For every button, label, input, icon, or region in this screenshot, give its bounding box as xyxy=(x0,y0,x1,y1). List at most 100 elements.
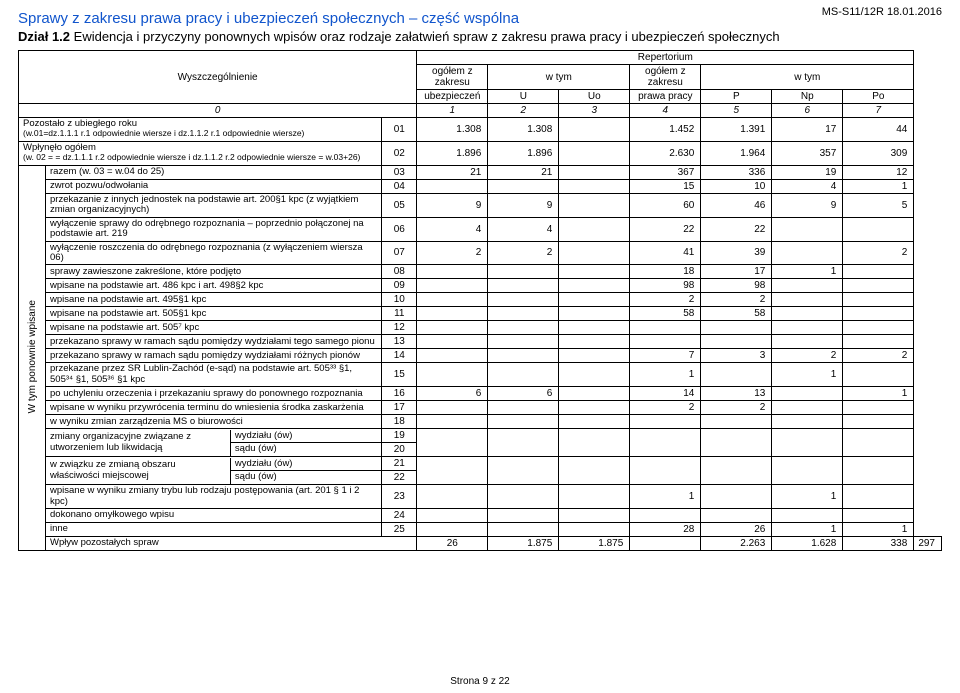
row-num: 19 xyxy=(382,429,416,443)
cell xyxy=(701,363,772,387)
cell xyxy=(701,485,772,509)
row-sublabel: wydziału (ów) xyxy=(230,430,381,443)
cell xyxy=(559,387,630,401)
cell: 2 xyxy=(843,349,914,363)
cell xyxy=(772,279,843,293)
row-num: 20 xyxy=(382,443,416,457)
cell xyxy=(843,307,914,321)
cell xyxy=(488,349,559,363)
cell: 1 xyxy=(843,179,914,193)
cell xyxy=(559,307,630,321)
cell xyxy=(488,363,559,387)
colnum-3: 3 xyxy=(559,104,630,118)
cell: 21 xyxy=(488,165,559,179)
cell: 41 xyxy=(630,241,701,265)
row-num: 17 xyxy=(382,401,417,415)
cell: 18 xyxy=(630,265,701,279)
table-row: po uchyleniu orzeczenia i przekazaniu sp… xyxy=(19,387,942,401)
cell xyxy=(772,401,843,415)
cell xyxy=(488,293,559,307)
cell: 12 xyxy=(843,165,914,179)
cell: 2 xyxy=(772,349,843,363)
table-row: W tym ponownie wpisane razem (w. 03 = w.… xyxy=(19,165,942,179)
cell: 5 xyxy=(843,193,914,217)
row-num: 14 xyxy=(382,349,417,363)
cell: 58 xyxy=(701,307,772,321)
cell xyxy=(488,307,559,321)
hdr-u: U xyxy=(488,90,559,104)
cell xyxy=(488,485,559,509)
cell xyxy=(772,387,843,401)
cell xyxy=(417,307,488,321)
row-num: 06 xyxy=(382,217,417,241)
row-sublabel: wydziału (ów) xyxy=(230,458,381,471)
row-num: 05 xyxy=(382,193,417,217)
cell xyxy=(772,217,843,241)
cell: 28 xyxy=(630,523,701,537)
cell xyxy=(559,241,630,265)
cell xyxy=(843,401,914,415)
cell xyxy=(843,321,914,335)
cell: 10 xyxy=(701,179,772,193)
cell xyxy=(559,265,630,279)
cell xyxy=(559,363,630,387)
cell: 367 xyxy=(630,165,701,179)
cell xyxy=(417,179,488,193)
cell xyxy=(417,509,488,523)
cell xyxy=(630,509,701,523)
row-sublabel: sądu (ów) xyxy=(230,471,381,484)
cell: 6 xyxy=(488,387,559,401)
cell: 7 xyxy=(630,349,701,363)
cell: 2 xyxy=(701,293,772,307)
cell xyxy=(417,523,488,537)
table-row: wpisane w wyniku zmiany trybu lub rodzaj… xyxy=(19,485,942,509)
doc-ref: MS-S11/12R 18.01.2016 xyxy=(822,6,942,18)
cell: 19 xyxy=(772,165,843,179)
row-num: 24 xyxy=(382,509,417,523)
row-label: Pozostało z ubiegłego roku xyxy=(23,118,137,129)
table-row: wpisane na podstawie art. 486 kpc i art.… xyxy=(19,279,942,293)
row-num: 11 xyxy=(382,307,417,321)
cell xyxy=(559,523,630,537)
row-label: wpisane na podstawie art. 505⁷ kpc xyxy=(46,321,382,335)
hdr-wtym1: w tym xyxy=(488,65,630,90)
table-row: przekazano sprawy w ramach sądu pomiędzy… xyxy=(19,335,942,349)
cell xyxy=(701,335,772,349)
row-label: wyłączenie sprawy do odrębnego rozpoznan… xyxy=(46,217,382,241)
row-label: wpisane na podstawie art. 495§1 kpc xyxy=(46,293,382,307)
table-row: Wpływ pozostałych spraw261.8751.8752.263… xyxy=(19,537,942,551)
colnum-5: 5 xyxy=(701,104,772,118)
cell: 1 xyxy=(630,485,701,509)
cell xyxy=(843,335,914,349)
cell: 4 xyxy=(488,217,559,241)
row-num: 21 xyxy=(382,457,416,471)
cell: 2.263 xyxy=(701,537,772,551)
cell xyxy=(701,509,772,523)
cell xyxy=(701,415,772,429)
cell xyxy=(843,363,914,387)
cell xyxy=(488,523,559,537)
cell: 39 xyxy=(701,241,772,265)
table-row: wpisane na podstawie art. 505⁷ kpc12 xyxy=(19,321,942,335)
table-row: w wyniku zmian zarządzenia MS o biurowoś… xyxy=(19,415,942,429)
title-blue: Sprawy z zakresu prawa pracy i ubezpiecz… xyxy=(18,10,942,27)
cell xyxy=(559,217,630,241)
row-label: wpisane na podstawie art. 486 kpc i art.… xyxy=(46,279,382,293)
table-row: Pozostało z ubiegłego roku (w.01=dz.1.1.… xyxy=(19,118,942,142)
row-num: 07 xyxy=(382,241,417,265)
row-num: 16 xyxy=(382,387,417,401)
cell: 26 xyxy=(701,523,772,537)
cell: 15 xyxy=(630,179,701,193)
row-label: po uchyleniu orzeczenia i przekazaniu sp… xyxy=(46,387,382,401)
row-num: 18 xyxy=(382,415,417,429)
row-label: Wpłynęło ogółem xyxy=(23,142,96,153)
cell: 60 xyxy=(630,193,701,217)
cell xyxy=(488,321,559,335)
cell: 1.308 xyxy=(417,118,488,142)
hdr-uo: Uo xyxy=(559,90,630,104)
cell: 98 xyxy=(701,279,772,293)
cell xyxy=(559,193,630,217)
row-num: 26 xyxy=(417,537,488,551)
cell: 9 xyxy=(488,193,559,217)
hdr-wtym2: w tym xyxy=(701,65,914,90)
